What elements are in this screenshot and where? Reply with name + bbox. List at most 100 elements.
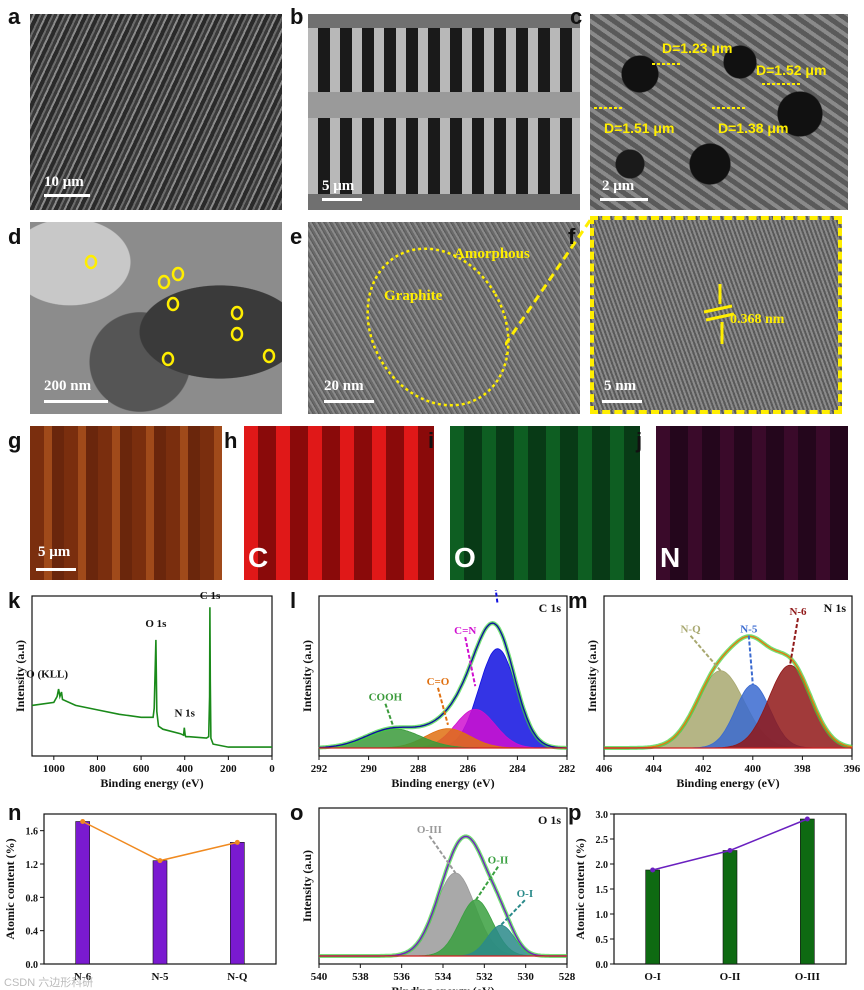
pore-arrows: [594, 63, 800, 109]
panel-label-k: k: [8, 588, 21, 613]
panel-label-i: i: [428, 428, 435, 453]
x-tick-label: 286: [460, 763, 477, 775]
x-tick-label: 538: [352, 971, 369, 983]
x-axis-label: Binding energy (eV): [100, 776, 203, 790]
eds-map-oxygen: O: [450, 426, 640, 580]
panel-label-b: b: [290, 4, 304, 29]
peak-annotation: O (KLL): [26, 669, 68, 681]
eds-map-g: 5 μm: [30, 426, 222, 580]
tem-image-f: 0.368 nm 5 nm: [590, 216, 842, 414]
bar-n-q: [230, 842, 245, 965]
x-tick-label: 200: [220, 763, 237, 775]
x-tick-label: 396: [844, 763, 860, 775]
peak-label-o-i: O-I: [517, 888, 534, 900]
scale-bar-f: [602, 400, 642, 403]
peak-annotation: O 1s: [145, 618, 167, 630]
x-tick-label: 406: [596, 763, 613, 775]
y-tick-label: 0.0: [26, 960, 39, 971]
x-tick-label: 1000: [43, 763, 66, 775]
sem-image-b: 5 μm: [308, 14, 580, 210]
fit-envelope-curve: [319, 622, 567, 749]
peak-annotation: N 1s: [174, 707, 195, 719]
peak-pointer-n-6: [789, 618, 799, 666]
trend-line: [82, 820, 238, 862]
y-tick-label: 1.2: [26, 860, 39, 871]
plot-frame: [318, 595, 568, 757]
panel-label-d: d: [8, 224, 22, 249]
x-tick-label: 288: [410, 763, 427, 775]
y-axis-label: Atomic content (%): [3, 838, 17, 939]
bar-o-i: [645, 869, 660, 965]
scale-label-b: 5 μm: [322, 178, 355, 194]
panel-label-m: m: [568, 588, 588, 613]
peak-pointer-o-ii: [475, 866, 499, 901]
x-tick-label: O-I: [644, 971, 661, 983]
y-axis-label: Atomic content (%): [573, 838, 587, 939]
x-tick-label: 290: [360, 763, 377, 775]
y-axis-label: Intensity (a.u): [300, 850, 314, 922]
trend-point: [727, 848, 733, 853]
x-tick-label: 536: [393, 971, 410, 983]
xps-n1s-chart: 406 404 402 400 398 396 Binding energy (eV) Int…: [585, 595, 860, 790]
tem-image-e: Amorphous Graphite 20 nm: [308, 222, 580, 414]
panel-label-n: n: [8, 800, 22, 825]
peak-pointer-cooh: [384, 703, 395, 728]
panel-label-a: a: [8, 4, 21, 29]
panel-label-j: j: [636, 428, 643, 453]
x-tick-label: 800: [89, 763, 106, 775]
panel-label-e: e: [290, 224, 303, 249]
bar-o-ii: [722, 850, 738, 965]
bar-n-6: [75, 821, 90, 965]
y-tick-label: 0.4: [26, 927, 39, 938]
xps-survey-chart: 1000 800 600 400 200 0 Binding energy (eV) Inte…: [13, 590, 275, 790]
y-tick-label: 3.0: [596, 810, 609, 821]
nanopore-circles: [84, 254, 276, 367]
y-axis-label: Intensity (a.u): [585, 640, 599, 712]
scale-label-g: 5 μm: [38, 544, 71, 560]
peak-pointer-o-iii: [428, 835, 457, 874]
scale-bar-g: [36, 568, 76, 571]
bar-o-iii: [800, 818, 815, 965]
x-tick-label: 528: [559, 971, 575, 983]
element-label-n: N: [660, 542, 681, 573]
sem-image-a: 10 μm: [30, 14, 282, 210]
x-tick-label: 284: [509, 763, 526, 775]
y-tick-label: 0.8: [26, 893, 39, 904]
peak-pointer-c-c: [494, 590, 499, 605]
oxygen-content-chart: 0.0 0.5 1.0 1.5 2.0 2.5 3.0 Atomic content (%) O…: [573, 810, 847, 983]
x-tick-label: 282: [559, 763, 575, 775]
eds-map-carbon: C: [244, 426, 434, 580]
peak-pointer-c=n: [464, 636, 477, 687]
y-tick-label: 1.0: [596, 910, 609, 921]
sem-image-c: D=1.23 μm D=1.52 μm D=1.51 μm D=1.38 μm …: [590, 14, 848, 210]
y-tick-label: 2.0: [596, 860, 609, 871]
chart-title: N 1s: [824, 601, 847, 615]
trend-point: [650, 867, 656, 873]
peak-label-o-iii: O-III: [417, 824, 442, 836]
x-tick-label: 404: [645, 763, 662, 775]
element-label-c: C: [248, 542, 269, 573]
x-tick-label: 532: [476, 971, 493, 983]
xps-o1s-chart: 540 538 536 534 532 530 528 Binding energy (eV)…: [300, 807, 575, 990]
chart-title: O 1s: [538, 813, 561, 827]
x-tick-label: N-5: [151, 971, 169, 983]
peak-pointer-n-5: [747, 635, 754, 685]
panel-label-c: c: [570, 4, 583, 29]
y-axis-label: Intensity (a.u): [300, 640, 314, 712]
pore-label-2: D=1.52 μm: [756, 62, 827, 78]
x-tick-label: 398: [794, 763, 811, 775]
trend-point: [157, 858, 163, 864]
panel-label-o: o: [290, 800, 304, 825]
lattice-fringe-marker: [703, 284, 735, 344]
xps-c1s-chart: 292 290 288 286 284 282 Binding energy (eV) Int…: [300, 590, 575, 790]
label-amorphous: Amorphous: [454, 246, 530, 262]
peak-label-c=n: C=N: [454, 625, 476, 637]
x-tick-label: N-Q: [227, 971, 248, 983]
x-tick-label: 400: [745, 763, 762, 775]
y-tick-label: 2.5: [596, 835, 609, 846]
peak-label-cooh: COOH: [369, 692, 403, 704]
scale-bar-c: [600, 198, 648, 201]
x-axis-label: Binding energy (eV): [391, 984, 494, 990]
scale-label-d: 200 nm: [44, 378, 92, 394]
panel-label-l: l: [290, 588, 297, 613]
